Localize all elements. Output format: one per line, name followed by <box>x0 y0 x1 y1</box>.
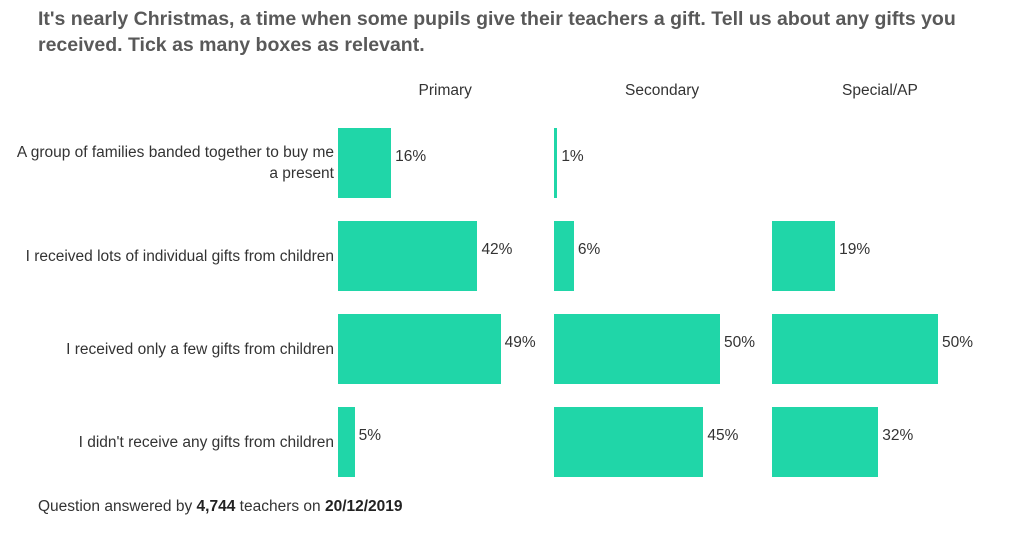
footer-prefix: Question answered by <box>38 498 197 515</box>
bar-series2-cat1 <box>772 221 836 291</box>
panel-header-2: Special/AP <box>842 82 918 99</box>
bar-series1-cat3 <box>554 407 704 477</box>
value-label-series1-cat3: 45% <box>707 427 739 444</box>
category-label-0: A group of families banded together to b… <box>16 144 334 182</box>
bar-series1-cat0 <box>554 128 558 198</box>
bar-series1-cat2 <box>554 314 720 384</box>
bar-series0-cat0 <box>338 128 392 198</box>
footer-middle: teachers on <box>235 498 325 515</box>
category-label-2: I received only a few gifts from childre… <box>66 340 334 358</box>
respondent-count: 4,744 <box>196 498 236 515</box>
panel-header-0: Primary <box>418 82 472 99</box>
value-label-series0-cat3: 5% <box>358 427 381 444</box>
chart-title: It's nearly Christmas, a time when some … <box>38 8 956 56</box>
value-label-series1-cat2: 50% <box>724 334 756 351</box>
bar-series0-cat1 <box>338 221 478 291</box>
value-label-series2-cat3: 32% <box>882 427 914 444</box>
value-label-series0-cat0: 16% <box>395 148 427 165</box>
value-label-series2-cat2: 50% <box>942 334 974 351</box>
value-label-series0-cat1: 42% <box>481 241 513 258</box>
bar-series0-cat3 <box>338 407 355 477</box>
bar-series0-cat2 <box>338 314 501 384</box>
bar-series2-cat2 <box>772 314 938 384</box>
category-label-1: I received lots of individual gifts from… <box>25 247 334 265</box>
survey-date: 20/12/2019 <box>324 498 403 515</box>
value-label-series1-cat1: 6% <box>577 241 601 258</box>
category-label-3: I didn't receive any gifts from children <box>78 433 334 451</box>
value-label-series0-cat2: 49% <box>504 334 536 351</box>
bar-series1-cat1 <box>554 221 574 291</box>
panel-header-1: Secondary <box>625 82 700 99</box>
value-label-series1-cat0: 1% <box>561 148 584 165</box>
bar-series2-cat3 <box>772 407 879 477</box>
footer-note: Question answered by 4,744 teachers on 2… <box>38 498 403 516</box>
value-label-series2-cat1: 19% <box>839 241 871 258</box>
